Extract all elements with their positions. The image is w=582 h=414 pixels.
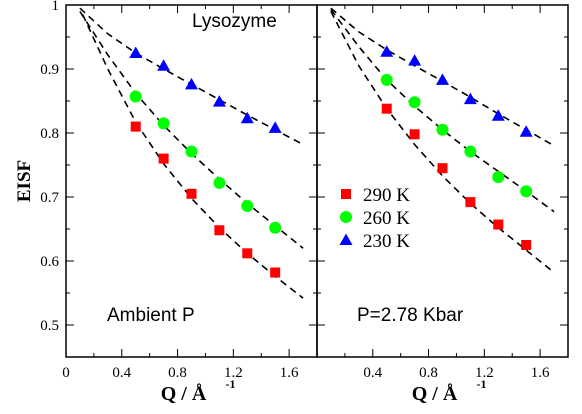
panel-2-frame [316,4,569,358]
data-point-230k-panel-2 [408,54,422,66]
data-point-230k-panel-1 [129,46,143,58]
y-tick-label: 0.9 [40,62,59,78]
data-point-290k-panel-1 [130,121,141,132]
legend-label-260k: 260 K [363,208,410,229]
x-tick-label: 0.8 [168,365,187,381]
y-tick-label: 0.5 [40,318,59,334]
x-axis-title-exponent: -1 [226,377,236,391]
y-tick-label: 0.7 [40,190,59,206]
data-point-290k-panel-2 [437,163,448,174]
legend-marker-260k [340,211,352,223]
x-axis-title: Q / Å [161,382,207,405]
data-point-260k-panel-1 [213,176,226,189]
legend-label-290k: 290 K [363,185,410,206]
data-point-260k-panel-2 [520,185,533,198]
data-point-290k-panel-2 [381,103,392,114]
data-point-230k-panel-2 [380,45,394,57]
data-point-290k-panel-2 [465,197,476,208]
x-tick-label: 1.6 [531,365,550,381]
data-point-260k-panel-2 [436,123,449,136]
data-point-290k-panel-1 [242,248,253,259]
data-point-290k-panel-1 [158,153,169,164]
data-point-260k-panel-2 [464,145,477,158]
data-point-260k-panel-1 [157,117,170,130]
x-tick-label: 1.2 [475,365,494,381]
x-axis-title: Q / Å [412,382,458,405]
fit-curve-260k-panel-2 [330,9,555,213]
data-point-290k-panel-1 [214,225,225,236]
y-tick-label: 0.8 [40,126,59,142]
x-axis-title-exponent: -1 [477,377,487,391]
fit-curve-290k-panel-1 [81,14,304,299]
legend-marker-290k [341,189,351,199]
data-point-260k-panel-2 [380,73,393,86]
data-point-260k-panel-1 [129,90,142,103]
data-point-290k-panel-2 [409,129,420,140]
panel-1-label: Ambient P [107,305,195,326]
data-point-260k-panel-1 [241,199,254,212]
legend-marker-230k [339,233,353,245]
data-point-260k-panel-2 [408,96,421,109]
data-point-230k-panel-1 [157,59,171,71]
x-tick-label: 1.2 [224,365,243,381]
data-point-290k-panel-1 [270,267,281,278]
x-tick-label: 1.6 [280,365,299,381]
data-point-230k-panel-2 [436,73,449,85]
data-point-230k-panel-1 [185,77,198,90]
data-point-230k-panel-2 [519,125,533,137]
data-point-260k-panel-1 [185,145,198,158]
y-axis-title: EISF [14,160,35,202]
data-point-290k-panel-1 [186,188,197,199]
data-point-230k-panel-2 [491,109,505,121]
data-point-260k-panel-1 [269,221,282,234]
x-tick-label: 0.4 [363,365,382,381]
data-point-230k-panel-1 [240,111,254,124]
data-point-230k-panel-2 [463,92,477,105]
x-tick-label: 0 [62,365,70,381]
panel-title: Lysozyme [192,11,277,32]
data-point-230k-panel-1 [212,95,226,107]
fit-curve-290k-panel-2 [330,11,555,274]
data-point-230k-panel-1 [268,121,282,133]
data-point-290k-panel-2 [521,240,532,250]
y-tick-label: 0.6 [40,254,59,270]
panel-2-label: P=2.78 Kbar [357,305,464,326]
x-tick-label: 0.8 [419,365,438,381]
x-tick-label: 0.4 [112,365,131,381]
data-point-260k-panel-2 [492,171,505,184]
legend-label-230k: 230 K [363,231,410,252]
y-tick-label: 1 [52,0,60,14]
data-point-290k-panel-2 [493,219,504,230]
fit-curve-260k-panel-1 [79,10,304,249]
